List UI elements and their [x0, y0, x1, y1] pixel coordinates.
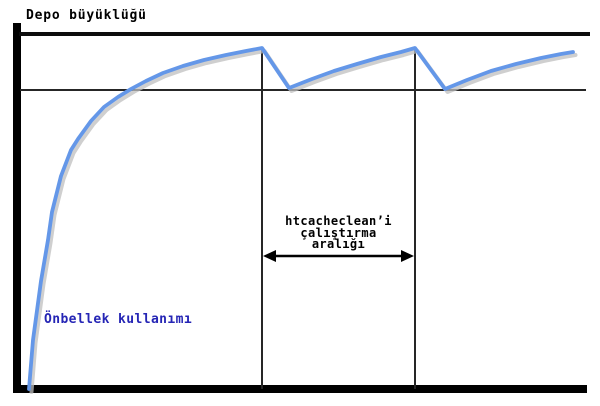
- interval-annotation-line2: çalıştırma: [300, 225, 377, 240]
- interval-annotation-line3: aralığı: [311, 237, 366, 251]
- interval-arrow-head-right: [401, 250, 414, 262]
- cache-usage-curve-shadow: [29, 49, 578, 394]
- chart-title: Depo büyüklüğü: [26, 8, 147, 23]
- x-axis: [13, 385, 587, 393]
- interval-annotation: htcacheclean’i çalıştırma aralığı: [262, 214, 415, 251]
- cache-usage-curve: [27, 46, 575, 391]
- interval-arrow-head-left: [263, 250, 276, 262]
- top-reference-line: [19, 32, 590, 36]
- storage-limit-line: [20, 89, 586, 91]
- y-axis: [13, 23, 21, 392]
- cleanup-interval-vline-1: [261, 48, 263, 389]
- interval-annotation-line1: htcacheclean’i: [285, 214, 392, 228]
- series-label-cache-usage: Önbellek kullanımı: [44, 312, 193, 327]
- cleanup-interval-vline-2: [414, 48, 416, 389]
